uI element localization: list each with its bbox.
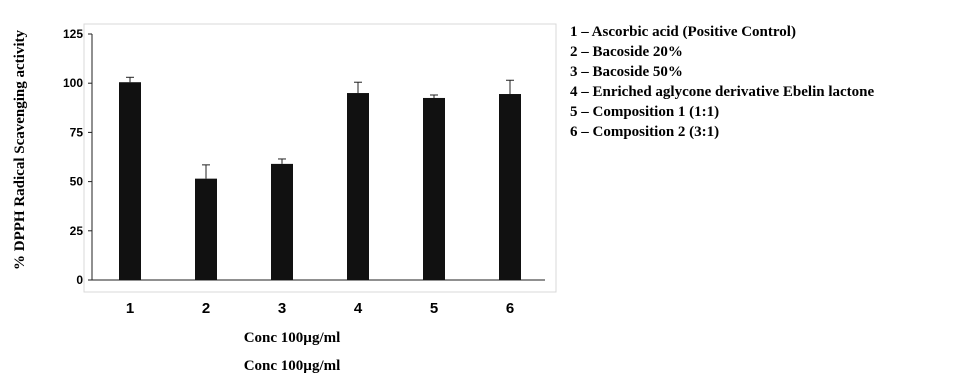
- bar-2: [195, 178, 217, 280]
- bars: 1 2 3 4 5 6: [119, 76, 521, 317]
- x-tick-label-1: 1: [126, 300, 134, 317]
- legend: 1 – Ascorbic acid (Positive Control) 2 – …: [570, 22, 874, 142]
- y-tick-label: 50: [70, 175, 84, 189]
- bar-6: [499, 94, 521, 280]
- bar-3: [271, 163, 293, 280]
- y-tick-label: 0: [76, 273, 83, 287]
- plot-frame: [83, 23, 557, 293]
- x-tick-label-3: 3: [278, 300, 286, 317]
- legend-item-4: 4 – Enriched aglycone derivative Ebelin …: [570, 84, 875, 100]
- x-tick-label-4: 4: [354, 300, 363, 317]
- bar-1: [119, 82, 141, 280]
- y-tick-label: 125: [63, 27, 83, 41]
- bar-4: [347, 93, 369, 280]
- legend-item-6: 6 – Composition 2 (3:1): [570, 124, 720, 140]
- legend-item-1: 1 – Ascorbic acid (Positive Control): [570, 24, 796, 40]
- y-tick-label: 25: [70, 224, 84, 238]
- x-axis-label-repeat: Conc 100µg/ml: [244, 358, 341, 374]
- y-axis-label: % DPPH Radical Scavenging activity: [12, 30, 28, 270]
- x-axis-label: Conc 100µg/ml: [244, 330, 341, 346]
- legend-item-2: 2 – Bacoside 20%: [570, 44, 683, 60]
- x-tick-label-6: 6: [506, 300, 514, 317]
- legend-item-3: 3 – Bacoside 50%: [570, 64, 683, 80]
- x-tick-label-2: 2: [202, 300, 210, 317]
- y-tick-label: 100: [63, 76, 83, 90]
- axes: 0 25 50 75 100 125: [63, 27, 545, 287]
- y-tick-label: 75: [70, 125, 84, 139]
- legend-item-5: 5 – Composition 1 (1:1): [570, 104, 720, 120]
- bar-5: [423, 97, 445, 281]
- x-tick-label-5: 5: [430, 300, 438, 317]
